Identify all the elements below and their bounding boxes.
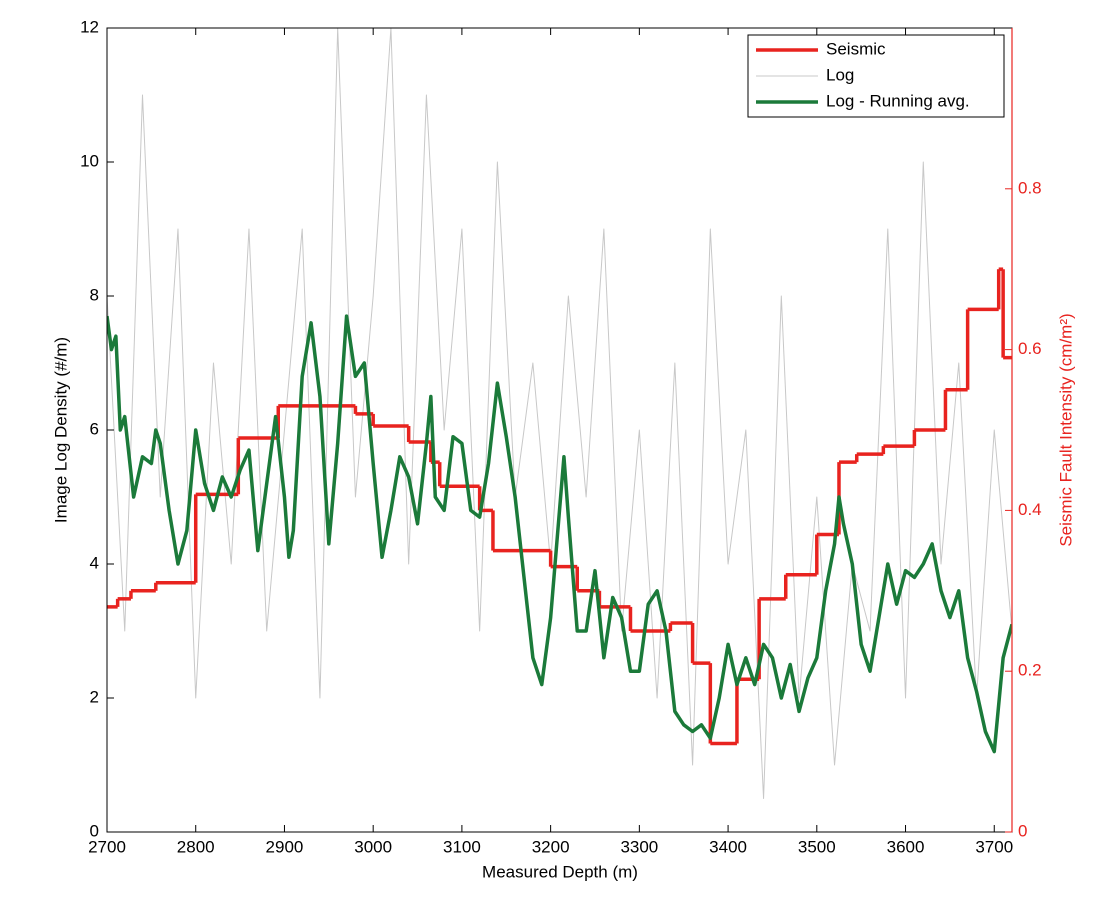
y-tick-label: 4 bbox=[90, 553, 99, 572]
y-tick-label: 0 bbox=[90, 821, 99, 840]
x-tick-label: 2800 bbox=[177, 837, 215, 856]
y-tick-label: 2 bbox=[90, 687, 99, 706]
x-axis-label: Measured Depth (m) bbox=[482, 862, 638, 881]
y-axis-label: Image Log Density (#/m) bbox=[51, 337, 70, 523]
legend-label: Seismic bbox=[826, 39, 886, 58]
y2-tick-label: 0.6 bbox=[1018, 339, 1042, 358]
legend-label: Log bbox=[826, 65, 854, 84]
y-tick-label: 6 bbox=[90, 419, 99, 438]
legend-label: Log - Running avg. bbox=[826, 91, 970, 110]
y-tick-label: 12 bbox=[80, 17, 99, 36]
x-tick-label: 3500 bbox=[798, 837, 836, 856]
y-tick-label: 8 bbox=[90, 285, 99, 304]
x-tick-label: 2700 bbox=[88, 837, 126, 856]
y2-tick-label: 0.2 bbox=[1018, 661, 1042, 680]
y2-tick-label: 0.4 bbox=[1018, 500, 1042, 519]
x-tick-label: 3000 bbox=[354, 837, 392, 856]
y2-tick-label: 0.8 bbox=[1018, 178, 1042, 197]
y2-tick-label: 0 bbox=[1018, 821, 1027, 840]
x-tick-label: 3300 bbox=[620, 837, 658, 856]
x-tick-label: 3100 bbox=[443, 837, 481, 856]
x-tick-label: 3600 bbox=[887, 837, 925, 856]
series-line bbox=[107, 28, 1012, 799]
x-tick-label: 2900 bbox=[266, 837, 304, 856]
y-tick-label: 10 bbox=[80, 151, 99, 170]
y2-axis-label: Seismic Fault Intensity (cm/m²) bbox=[1056, 313, 1075, 546]
x-tick-label: 3200 bbox=[532, 837, 570, 856]
x-tick-label: 3400 bbox=[709, 837, 747, 856]
series-line bbox=[107, 314, 1012, 754]
plot bbox=[107, 28, 1012, 799]
x-tick-label: 3700 bbox=[975, 837, 1013, 856]
